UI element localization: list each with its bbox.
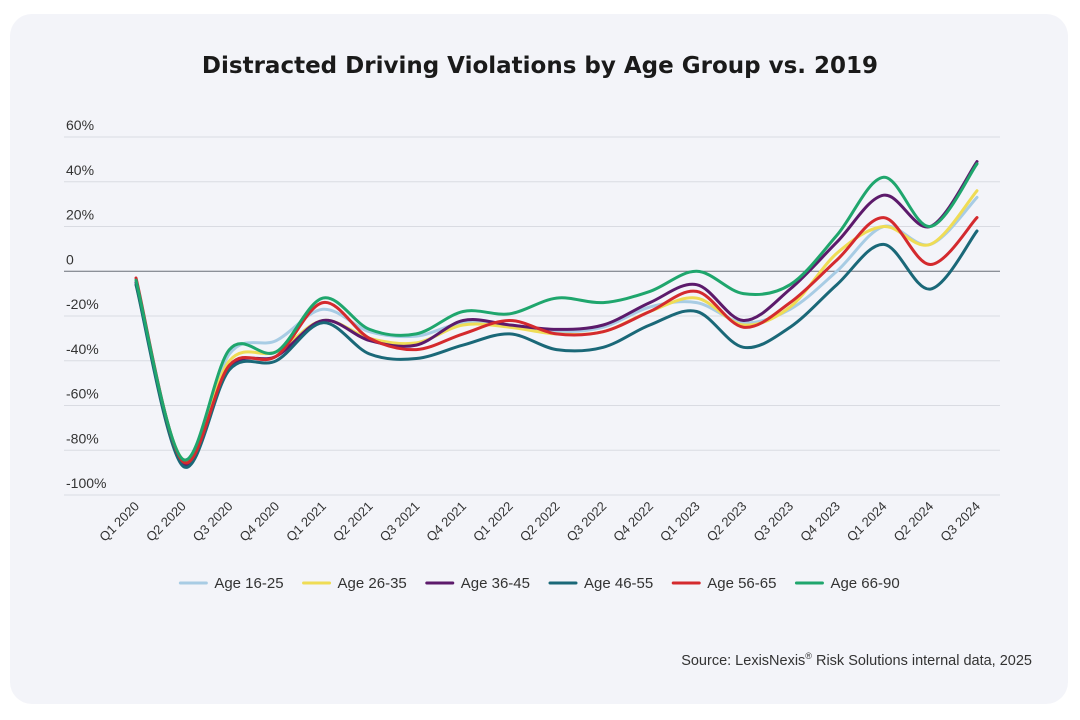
series-line-age-56-65	[134, 216, 979, 465]
series-line-age-36-45	[134, 160, 979, 467]
series-line-age-26-35	[134, 189, 979, 462]
chart-card	[10, 14, 1068, 704]
series-lines	[134, 160, 979, 469]
source-prefix: Source: LexisNexis	[681, 653, 805, 669]
grid	[64, 136, 1000, 496]
x-tick-label: Q4 2020	[236, 499, 282, 545]
x-tick-label: Q3 2020	[190, 499, 236, 545]
y-tick-label: -20%	[66, 296, 99, 312]
x-tick-label: Q3 2024	[937, 499, 983, 545]
x-tick-label: Q3 2023	[750, 499, 796, 545]
source-superscript: ®	[805, 651, 812, 661]
y-tick-label: -60%	[66, 386, 99, 402]
x-tick-label: Q4 2022	[610, 499, 656, 545]
y-axis-ticks: 60% 40% 20% 0 -20% -40% -60% -80% -100%	[66, 117, 106, 491]
legend-label: Age 46-55	[584, 575, 653, 592]
x-tick-label: Q4 2023	[797, 499, 843, 545]
x-tick-label: Q2 2020	[143, 499, 189, 545]
x-tick-label: Q2 2021	[330, 499, 376, 545]
y-tick-label: -100%	[66, 475, 106, 491]
series-line-age-46-55	[134, 229, 979, 469]
legend-label: Age 16-25	[214, 575, 283, 592]
x-tick-label: Q1 2022	[470, 499, 516, 545]
series-line-age-66-90	[134, 162, 979, 462]
x-tick-label: Q1 2020	[96, 499, 142, 545]
legend-label: Age 36-45	[461, 575, 530, 592]
chart-title: Distracted Driving Violations by Age Gro…	[202, 53, 878, 79]
source-suffix: Risk Solutions internal data, 2025	[812, 653, 1032, 669]
x-tick-label: Q3 2021	[377, 499, 423, 545]
x-tick-label: Q1 2024	[844, 499, 890, 545]
x-tick-label: Q2 2024	[891, 499, 937, 545]
x-tick-label: Q2 2023	[704, 499, 750, 545]
x-tick-label: Q3 2022	[563, 499, 609, 545]
source-note: Source: LexisNexis® Risk Solutions inter…	[681, 651, 1032, 669]
legend: Age 16-25 Age 26-35 Age 36-45 Age 46-55 Age …	[178, 575, 900, 592]
legend-label: Age 56-65	[707, 575, 776, 592]
x-tick-label: Q2 2022	[517, 499, 563, 545]
y-tick-label: 0	[66, 251, 74, 267]
legend-label: Age 66-90	[830, 575, 899, 592]
x-tick-label: Q1 2021	[283, 499, 329, 545]
x-axis-ticks: Q1 2020 Q2 2020 Q3 2020 Q4 2020 Q1 2021 Q2 20…	[96, 499, 983, 545]
y-tick-label: -80%	[66, 430, 99, 446]
x-tick-label: Q1 2023	[657, 499, 703, 545]
y-tick-label: 60%	[66, 117, 94, 133]
y-tick-label: 20%	[66, 207, 94, 223]
y-tick-label: -40%	[66, 341, 99, 357]
x-tick-label: Q4 2021	[423, 499, 469, 545]
legend-label: Age 26-35	[338, 575, 407, 592]
y-tick-label: 40%	[66, 162, 94, 178]
